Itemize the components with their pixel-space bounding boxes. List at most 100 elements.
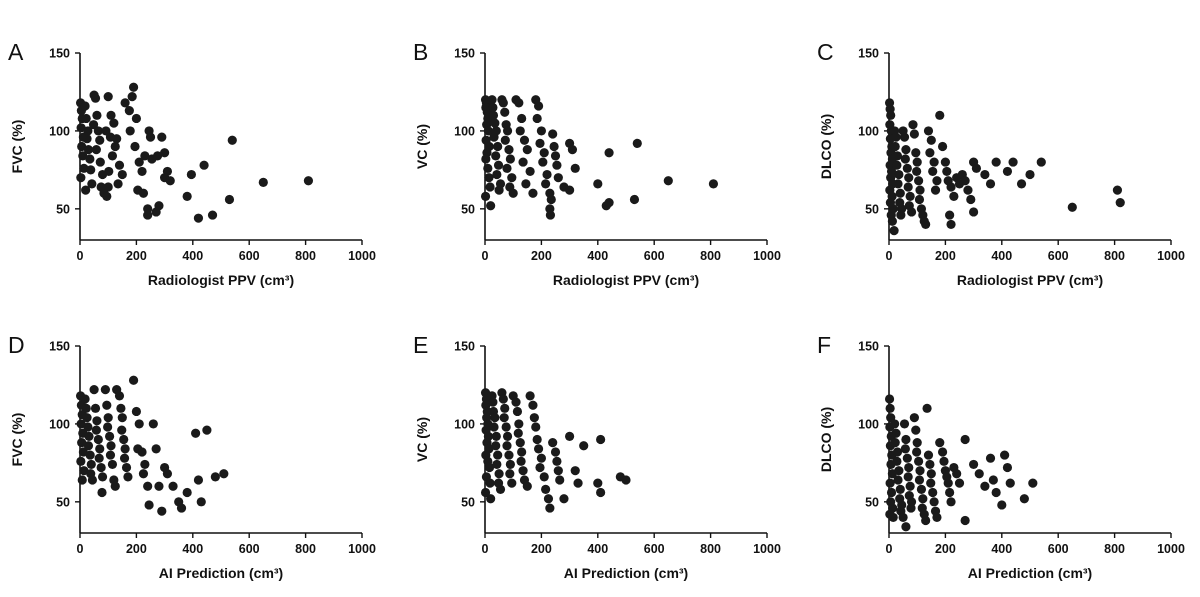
x-tick-label: 400 <box>991 249 1012 263</box>
data-point <box>543 494 554 504</box>
data-point <box>545 503 555 513</box>
data-point <box>925 148 935 158</box>
data-point <box>93 434 103 445</box>
data-point <box>489 132 499 142</box>
data-point <box>202 425 212 435</box>
x-tick-label: 1000 <box>1157 542 1185 556</box>
data-point <box>985 453 996 463</box>
data-point <box>923 126 934 136</box>
data-point <box>120 444 130 454</box>
data-point <box>193 475 204 485</box>
data-point <box>960 434 970 445</box>
data-point <box>106 441 116 451</box>
data-point <box>1005 478 1015 488</box>
data-point <box>80 101 90 111</box>
data-point <box>165 176 175 186</box>
data-point <box>504 450 514 460</box>
chart-panel-e: E 0 200 400 600 800 1000 50 100 150 AI Prediction … <box>413 332 781 581</box>
y-tick-label: 50 <box>461 202 475 216</box>
data-point <box>548 438 558 448</box>
data-point <box>83 145 94 155</box>
data-point <box>138 188 149 198</box>
data-point <box>892 151 903 161</box>
data-point <box>925 459 935 470</box>
y-tick-label: 100 <box>858 417 879 431</box>
data-point <box>903 472 913 482</box>
y-tick-label: 50 <box>56 202 70 216</box>
data-point <box>117 413 127 423</box>
data-point <box>83 422 93 432</box>
data-point <box>488 397 498 407</box>
data-point <box>952 469 962 479</box>
chart-panel-d: D 0 200 400 600 800 1000 50 100 150 AI Prediction … <box>8 332 376 581</box>
data-point <box>484 173 494 183</box>
data-point <box>1025 169 1035 180</box>
data-point <box>1008 157 1018 167</box>
x-tick-label: 200 <box>935 249 956 263</box>
x-tick-label: 1000 <box>348 249 376 263</box>
data-point <box>152 151 163 161</box>
data-point <box>935 438 945 448</box>
data-point <box>76 173 86 183</box>
data-point <box>500 403 510 413</box>
y-tick-label: 50 <box>56 495 70 509</box>
data-point <box>550 447 561 457</box>
chart-panel-a: A 0 200 400 600 800 1000 50 100 150 Radiologist PP… <box>8 39 376 288</box>
data-point <box>629 194 640 205</box>
x-tick-label: 800 <box>1104 249 1125 263</box>
x-tick-label: 0 <box>886 249 893 263</box>
data-point <box>949 191 959 201</box>
data-point <box>943 478 953 488</box>
data-point <box>485 182 495 192</box>
data-point <box>124 106 134 116</box>
x-tick-label: 1000 <box>1157 249 1185 263</box>
data-point <box>80 394 90 404</box>
data-point <box>533 444 544 454</box>
data-point <box>932 176 942 186</box>
x-tick-label: 400 <box>587 249 608 263</box>
data-point <box>894 466 904 476</box>
x-tick-label: 400 <box>182 542 203 556</box>
data-point <box>517 447 527 457</box>
data-point <box>912 157 922 167</box>
data-point <box>486 201 496 211</box>
data-point <box>926 478 936 488</box>
x-tick-label: 600 <box>644 542 665 556</box>
data-point <box>119 453 130 463</box>
data-point <box>522 481 532 491</box>
data-point <box>901 522 911 532</box>
data-point <box>490 118 500 128</box>
x-tick-label: 1000 <box>753 542 781 556</box>
data-point <box>890 141 900 152</box>
x-axis-label: Radiologist PPV (cm³) <box>553 272 699 288</box>
data-point <box>1019 494 1029 504</box>
data-point <box>92 416 102 426</box>
data-point <box>207 210 218 220</box>
data-point <box>908 120 918 130</box>
data-point <box>95 444 105 454</box>
data-point <box>114 160 125 170</box>
data-point <box>885 403 895 413</box>
data-point <box>899 419 910 429</box>
x-tick-label: 200 <box>126 249 147 263</box>
data-point <box>632 138 642 148</box>
data-point <box>552 456 562 466</box>
data-point <box>533 101 544 111</box>
data-point <box>963 185 973 195</box>
data-point <box>77 475 87 485</box>
data-point <box>893 179 903 189</box>
data-point <box>946 497 956 507</box>
data-point <box>997 500 1007 510</box>
data-point <box>902 453 912 463</box>
data-point <box>565 185 575 195</box>
data-point <box>120 98 130 108</box>
data-point <box>532 434 542 445</box>
data-point <box>504 145 514 155</box>
data-point <box>991 157 1001 167</box>
x-axis-label: AI Prediction (cm³) <box>564 565 688 581</box>
data-point <box>488 110 499 120</box>
panel-letter: A <box>8 39 24 65</box>
data-point <box>892 456 902 466</box>
data-point <box>914 194 925 205</box>
data-point <box>227 135 237 145</box>
